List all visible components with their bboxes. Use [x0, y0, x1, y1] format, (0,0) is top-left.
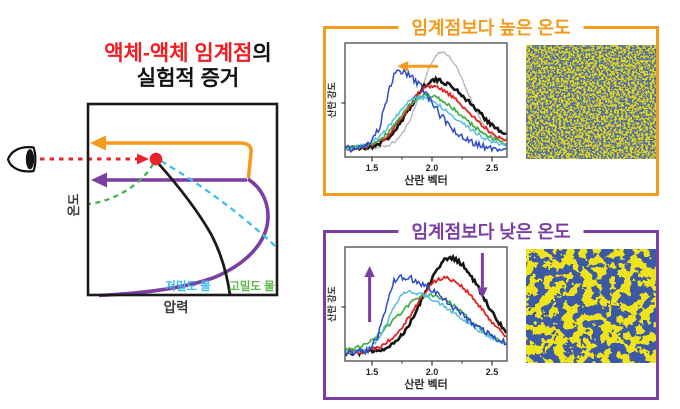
scan-above-arrow-head-icon	[90, 135, 106, 151]
speckle-texture	[526, 249, 656, 363]
speckle-image-above	[526, 45, 656, 159]
x-tick-label: 2.5	[486, 163, 499, 173]
x-tick-label: 1.5	[366, 367, 379, 377]
diagram-frame	[86, 102, 279, 297]
y-axis-label: 산란 강도	[326, 285, 337, 321]
eye-pupil-icon	[25, 149, 35, 170]
x-tick-label: 2.5	[486, 367, 499, 377]
coexistence-curve	[156, 162, 232, 296]
speckle-texture	[526, 45, 656, 159]
x-tick-label: 2.0	[426, 367, 439, 377]
panel-above-critical: 임계점보다 높은 온도 1.5 2.0 2.5 산란 벡터 산란 강도	[323, 14, 659, 196]
main-title-line1: 액체-액체 임계점의	[66, 41, 310, 66]
critical-point-marker	[149, 152, 163, 166]
x-axis-label: 압력	[164, 300, 189, 315]
curve-blue	[345, 273, 507, 357]
phase-diagram: 온도 압력 저밀도 물 고밀도 물	[6, 102, 279, 315]
curve-green	[345, 292, 507, 353]
main-title: 액체-액체 임계점의 실험적 증거	[66, 41, 310, 91]
speckle-image-below	[526, 249, 656, 363]
curve-green	[345, 92, 507, 151]
scattering-plot-above: 1.5 2.0 2.5 산란 벡터 산란 강도	[326, 42, 508, 187]
main-title-red: 액체-액체 임계점	[104, 42, 253, 65]
panel-below-critical: 임계점보다 낮은 온도 1.5 2.0 2.5 산란 벡터 산란 강도	[323, 218, 659, 400]
plot-frame	[344, 42, 508, 158]
x-tick-label: 2.0	[426, 163, 439, 173]
main-title-line2: 실험적 증거	[136, 67, 240, 91]
scan-above-critical-path	[94, 141, 253, 179]
panel-above-title: 임계점보다 높은 온도	[398, 14, 584, 40]
x-tick-label: 1.5	[366, 163, 379, 173]
panel-below-title: 임계점보다 낮은 온도	[398, 218, 584, 244]
observation-arrow-head-icon	[137, 153, 149, 165]
x-axis-label: 산란 벡터	[404, 173, 448, 187]
shift-arrow-head-icon	[477, 287, 488, 299]
y-axis-label: 온도	[66, 193, 81, 217]
high-density-water-curve	[88, 163, 155, 206]
scattering-plot-below: 1.5 2.0 2.5 산란 벡터 산란 강도	[326, 246, 508, 391]
curve-blue	[345, 68, 507, 154]
series-curves	[345, 50, 507, 154]
plot-frame	[344, 246, 508, 362]
phase-boundary-curve	[98, 177, 270, 298]
curve-red	[345, 84, 507, 152]
shift-arrow-head-icon	[364, 265, 375, 277]
main-title-suffix: 의	[252, 42, 272, 65]
y-axis-label: 산란 강도	[326, 81, 337, 117]
scan-below-arrow-head-icon	[91, 172, 107, 188]
low-density-water-curve	[160, 160, 278, 249]
shift-arrow-head-icon	[397, 61, 409, 72]
high-density-water-label: 고밀도 물	[229, 280, 275, 293]
x-axis-label: 산란 벡터	[404, 377, 448, 391]
low-density-water-label: 저밀도 물	[165, 279, 211, 293]
